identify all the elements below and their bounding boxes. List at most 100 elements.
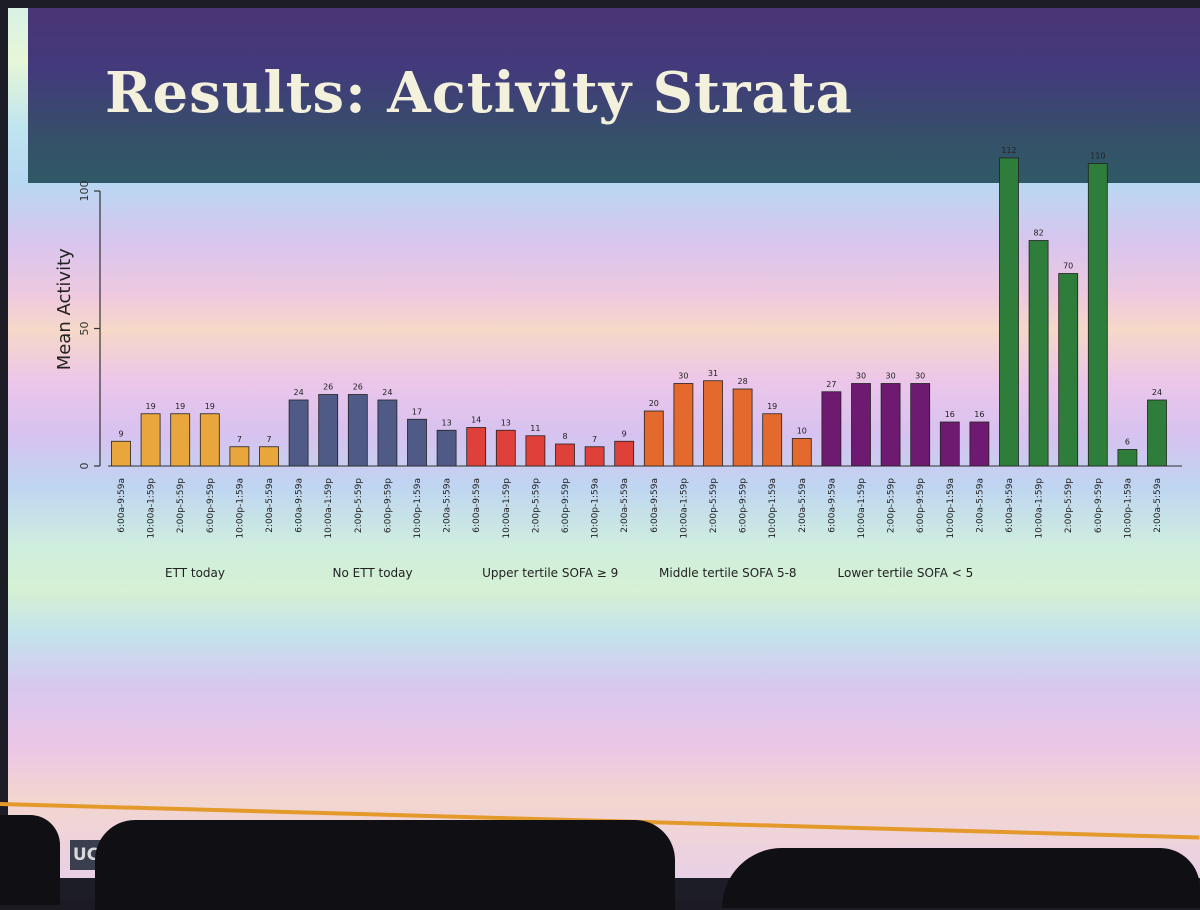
bar [377,399,398,467]
y-tick-label: 100 [78,181,91,202]
bar-value-label: 7 [266,435,271,444]
bar [1147,399,1167,467]
x-tick-label: 6:00a-9:59a [117,478,127,533]
y-axis-label: Mean Activity [54,248,75,370]
x-tick-label: 10:00p-1:59a [1123,478,1133,539]
audience-seat-middle [95,820,675,910]
bar-value-label: 9 [622,429,627,438]
bar [1087,163,1108,467]
x-tick-label: 2:00a-5:59a [620,478,630,533]
x-tick-label: 10:00p-1:59a [591,478,601,539]
bar [555,443,575,467]
x-tick-label: 2:00p-5:59p [709,478,719,533]
bar-value-label: 26 [353,383,363,392]
bar [1028,240,1049,467]
bar [791,438,812,467]
bar-value-label: 19 [175,402,185,411]
x-tick-label: 6:00p-9:59p [383,478,393,533]
bar-value-label: 16 [945,410,955,419]
bar [495,429,516,467]
slide-title: Results: Activity Strata [105,60,853,126]
bar [999,157,1019,467]
bar-value-label: 13 [501,418,511,427]
x-tick-label: 6:00p-9:59p [206,478,216,533]
bar [939,421,960,467]
x-tick-label: 2:00a-5:59a [975,478,985,533]
bar-value-label: 30 [678,372,688,381]
x-tick-label: 10:00a-1:59p [679,478,689,539]
bar-value-label: 10 [797,427,807,436]
x-tick-label: 10:00a-1:59p [147,478,157,539]
bar-value-label: 24 [294,388,304,397]
bar-value-label: 8 [562,432,567,441]
x-tick-label: 10:00a-1:59p [502,478,512,539]
x-tick-label: 6:00a-9:59a [650,478,660,533]
bar-value-label: 17 [412,407,422,416]
x-tick-label: 6:00a-9:59a [1005,478,1015,533]
group-label: Lower tertile SOFA < 5 [838,566,974,580]
x-tick-label: 6:00p-9:59p [739,478,749,533]
x-tick-label: 6:00p-9:59p [561,478,571,533]
bar-value-label: 20 [649,399,659,408]
bar-value-label: 13 [442,418,452,427]
group-label: ETT today [165,566,225,580]
x-tick-label: 10:00p-1:59a [413,478,423,539]
x-tick-label: 6:00a-9:59a [295,478,305,533]
x-tick-label: 10:00a-1:59p [1035,478,1045,539]
bar-value-label: 19 [146,402,156,411]
bar-value-label: 11 [530,424,540,433]
bar [910,383,931,467]
bar-value-label: 7 [237,435,242,444]
bar [880,383,901,467]
bar [199,413,220,467]
x-tick-label: 2:00a-5:59a [265,478,275,533]
bar-value-label: 24 [1152,388,1162,397]
bar-value-label: 19 [767,402,777,411]
bar-value-label: 24 [382,388,392,397]
bar-value-label: 28 [738,377,748,386]
x-tick-label: 6:00a-9:59a [472,478,482,533]
x-tick-label: 10:00p-1:59a [768,478,778,539]
bar [584,446,605,467]
group-label: Upper tertile SOFA ≥ 9 [482,566,618,580]
bar [525,435,546,467]
bar [614,440,635,467]
bar [111,440,131,467]
x-tick-label: 2:00p-5:59p [531,478,541,533]
bar [347,394,368,467]
bar [643,410,664,467]
x-tick-label: 2:00a-5:59a [798,478,808,533]
x-tick-label: 2:00p-5:59p [354,478,364,533]
bar-value-label: 9 [118,429,123,438]
x-tick-label: 2:00p-5:59p [176,478,186,533]
bar [1117,449,1138,467]
x-tick-label: 6:00p-9:59p [916,478,926,533]
bar-value-label: 19 [205,402,215,411]
bar [673,383,694,467]
bar-value-label: 7 [592,435,597,444]
bar [703,380,723,467]
bar-value-label: 110 [1090,152,1105,161]
bar [318,394,339,467]
slide-header-band [28,8,1200,183]
bar-value-label: 30 [886,372,896,381]
bar-value-label: 6 [1125,438,1130,447]
group-label: No ETT today [333,566,413,580]
x-tick-label: 10:00a-1:59p [857,478,867,539]
bar [229,446,250,467]
y-tick-label: 0 [78,463,91,470]
bar-value-label: 14 [471,416,481,425]
group-label: Middle tertile SOFA 5-8 [659,566,797,580]
bar-value-label: 30 [915,372,925,381]
bar [436,429,457,467]
x-tick-label: 2:00a-5:59a [443,478,453,533]
x-tick-label: 2:00p-5:59p [887,478,897,533]
bar [851,383,871,467]
audience-seat-right [722,848,1200,908]
x-tick-label: 10:00p-1:59a [946,478,956,539]
bar [288,399,309,467]
audience-seat-left [0,815,60,905]
bar-value-label: 112 [1001,146,1016,155]
bar-value-label: 27 [826,380,836,389]
